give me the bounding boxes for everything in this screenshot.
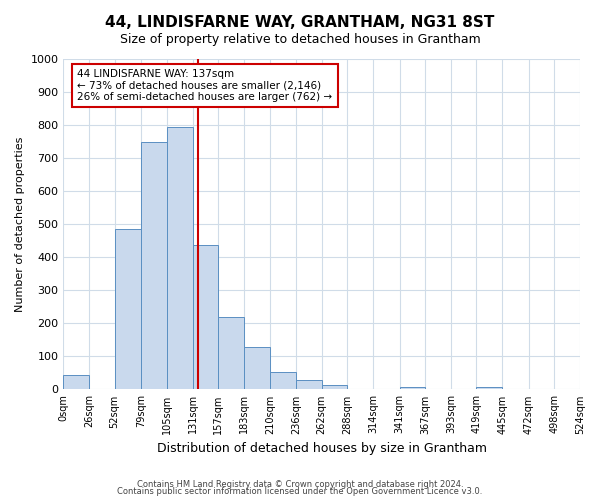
Bar — [64, 375, 89, 390]
Bar — [218, 316, 244, 390]
Text: Size of property relative to detached houses in Grantham: Size of property relative to detached ho… — [119, 32, 481, 46]
X-axis label: Distribution of detached houses by size in Grantham: Distribution of detached houses by size … — [157, 442, 487, 455]
Bar — [244, 348, 271, 390]
Bar — [141, 142, 167, 390]
Text: 44 LINDISFARNE WAY: 137sqm
← 73% of detached houses are smaller (2,146)
26% of s: 44 LINDISFARNE WAY: 137sqm ← 73% of deta… — [77, 69, 332, 102]
Bar — [296, 380, 322, 390]
Bar — [400, 387, 425, 390]
Y-axis label: Number of detached properties: Number of detached properties — [15, 136, 25, 312]
Text: Contains HM Land Registry data © Crown copyright and database right 2024.: Contains HM Land Registry data © Crown c… — [137, 480, 463, 489]
Text: Contains public sector information licensed under the Open Government Licence v3: Contains public sector information licen… — [118, 488, 482, 496]
Bar — [322, 385, 347, 390]
Bar — [167, 128, 193, 390]
Bar — [271, 372, 296, 390]
Text: 44, LINDISFARNE WAY, GRANTHAM, NG31 8ST: 44, LINDISFARNE WAY, GRANTHAM, NG31 8ST — [106, 15, 494, 30]
Bar — [476, 387, 502, 390]
Bar — [193, 245, 218, 390]
Bar — [115, 228, 141, 390]
